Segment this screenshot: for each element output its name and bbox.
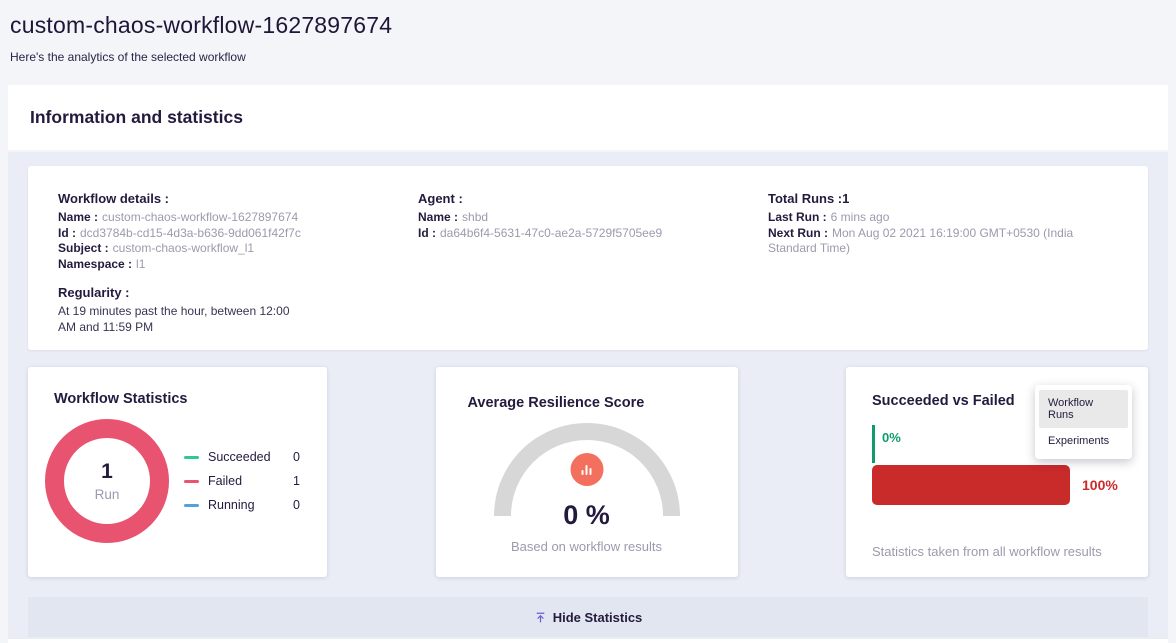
failed-bar <box>872 465 1070 505</box>
legend-item-succeeded: Succeeded 0 <box>184 450 307 464</box>
menu-item-experiments[interactable]: Experiments <box>1048 435 1110 447</box>
runs-column: Total Runs :1 Last Run :6 mins ago Next … <box>768 191 1118 325</box>
bar-chart-icon <box>570 453 603 486</box>
info-stats-panel: Workflow details : Name : custom-chaos-wo… <box>8 152 1168 639</box>
legend-item-failed: Failed 1 <box>184 474 307 488</box>
detail-row-namespace: Namespace : l1 <box>58 256 146 271</box>
resilience-score-title: Average Resilience Score <box>467 395 645 411</box>
stats-row: Workflow Statistics 1 Run Succeeded 0 Fa… <box>28 367 1148 577</box>
resilience-score-caption: Based on workflow results <box>510 539 662 554</box>
donut-center-label: Run <box>94 487 120 502</box>
next-run-row: Next Run : Mon Aug 02 2021 16:19:00 GMT+0… <box>768 225 1074 256</box>
succeeded-vs-failed-title: Succeeded vs Failed <box>872 393 1015 409</box>
menu-item-workflow-runs[interactable]: Workflow Runs <box>1039 390 1128 428</box>
workflow-statistics-card: Workflow Statistics 1 Run Succeeded 0 Fa… <box>28 367 327 577</box>
last-run-row: Last Run :6 mins ago <box>768 210 890 224</box>
donut-chart: 1 Run Succeeded 0 Failed 1 <box>40 419 307 543</box>
bottom-strip <box>8 639 1168 643</box>
legend-item-running: Running 0 <box>184 498 307 512</box>
failed-dash-icon <box>184 479 199 483</box>
succeeded-vs-failed-caption: Statistics taken from all workflow resul… <box>872 544 1102 559</box>
total-runs-heading: Total Runs :1 <box>768 191 850 206</box>
failed-bar-row: 100% <box>872 465 1122 505</box>
workflow-details-heading: Workflow details : <box>58 191 169 206</box>
succeeded-vs-failed-card: Succeeded vs Failed Workflow Runs Experi… <box>846 367 1148 577</box>
section-header: Information and statistics <box>8 85 1168 150</box>
page-title: custom-chaos-workflow-1627897674 <box>10 12 393 38</box>
succeeded-dash-icon <box>184 455 199 459</box>
hide-statistics-button[interactable]: Hide Statistics <box>28 597 1148 637</box>
succeeded-percent-label: 0% <box>882 430 901 445</box>
agent-row-id: Id : da64b6f4-5631-47c0-ae2a-5729f5705ee9 <box>418 225 663 240</box>
runs-donut-ring: 1 Run <box>45 419 169 543</box>
workflow-details-card: Workflow details : Name : custom-chaos-wo… <box>28 166 1148 350</box>
hide-statistics-label: Hide Statistics <box>552 609 643 625</box>
regularity-text: At 19 minutes past the hour, between 12:… <box>58 304 290 334</box>
donut-center-value: 1 <box>101 460 113 483</box>
page-subtitle: Here's the analytics of the selected wor… <box>10 50 246 64</box>
failed-percent-label: 100% <box>1082 477 1118 493</box>
chart-scope-menu: Workflow Runs Experiments <box>1035 385 1132 459</box>
agent-column: Agent : Name : shbd Id : da64b6f4-5631-47c… <box>418 191 768 325</box>
detail-row-name: Name : custom-chaos-workflow-1627897674 <box>58 210 299 224</box>
workflow-details-column: Workflow details : Name : custom-chaos-wo… <box>58 191 418 334</box>
detail-row-subject: Subject : custom-chaos-workflow_l1 <box>58 241 255 255</box>
resilience-score-card: Average Resilience Score 0 % Based on wo… <box>435 367 738 577</box>
running-dash-icon <box>184 503 199 507</box>
detail-row-id: Id : dcd3784b-cd15-4d3a-b636-9dd061f42f7c <box>58 225 301 240</box>
collapse-up-icon <box>534 611 547 624</box>
workflow-statistics-title: Workflow Statistics <box>54 391 188 407</box>
agent-heading: Agent : <box>418 191 463 206</box>
page-header: custom-chaos-workflow-1627897674 Here's … <box>0 0 1176 85</box>
donut-legend: Succeeded 0 Failed 1 Running 0 <box>184 440 307 522</box>
section-heading: Information and statistics <box>30 107 243 127</box>
regularity-heading: Regularity : <box>58 285 130 300</box>
succeeded-bar: 0% <box>872 425 1122 463</box>
resilience-gauge: 0 % <box>493 423 680 530</box>
resilience-score-value: 0 % <box>563 500 610 530</box>
agent-row-name: Name : shbd <box>418 210 489 224</box>
